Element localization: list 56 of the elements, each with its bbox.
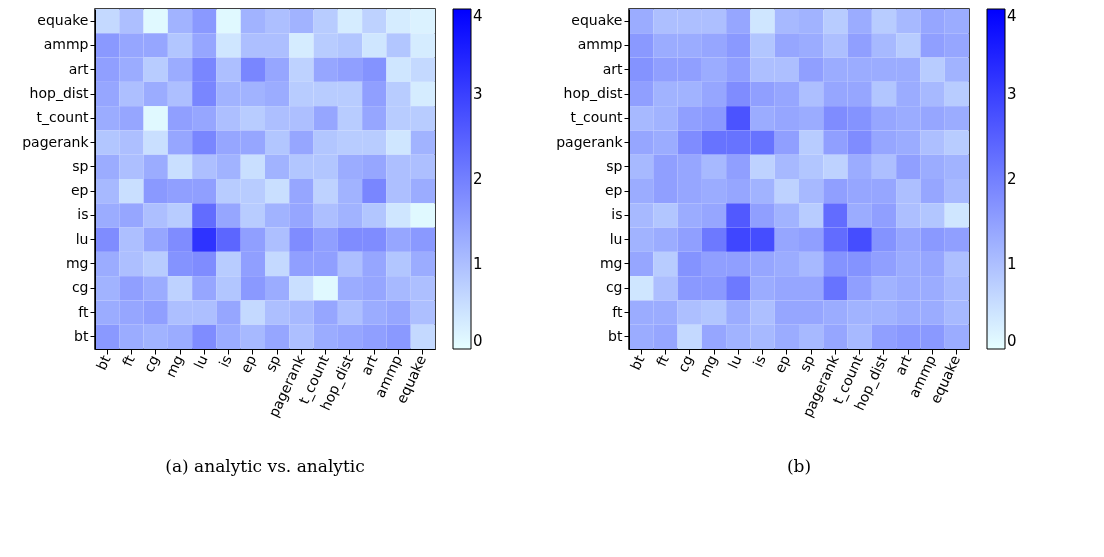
color-bar-label: 0 xyxy=(473,332,483,350)
x-tick-label: ft xyxy=(652,352,672,369)
x-tick-label: cg xyxy=(674,352,697,375)
y-tick-label: hop_dist xyxy=(563,85,623,101)
y-tick-label: pagerank xyxy=(22,133,90,150)
y-tick-label: art xyxy=(602,60,624,77)
y-tick-label: ft xyxy=(78,303,90,320)
color-bar-label: 3 xyxy=(473,85,483,103)
y-tick-label: t_count xyxy=(570,109,623,126)
x-tick-label: ft xyxy=(118,352,138,369)
x-tick-label: lu xyxy=(724,352,745,372)
y-tick-label: mg xyxy=(65,255,89,271)
color-bar-label: 2 xyxy=(473,170,483,188)
y-tick-label: is xyxy=(77,206,89,223)
x-tick-label: ep xyxy=(237,352,260,376)
x-tick-label: art xyxy=(357,352,381,378)
color-bar-label: 4 xyxy=(1007,7,1017,25)
y-tick-label: art xyxy=(68,60,90,77)
y-tick-label: sp xyxy=(606,157,623,174)
y-tick-label: cg xyxy=(605,279,623,296)
y-tick-label: ammp xyxy=(43,36,89,53)
x-tick-label: art xyxy=(891,352,915,378)
color-bar-label: 3 xyxy=(1007,85,1017,103)
y-tick-label: pagerank xyxy=(556,133,624,150)
y-tick-label: ft xyxy=(612,303,624,320)
text: (a) analytic vs. analytic xyxy=(165,456,365,477)
y-tick-label: bt xyxy=(74,327,89,344)
y-tick-label: cg xyxy=(71,279,89,296)
x-tick-label: mg xyxy=(696,352,721,380)
y-tick-label: equake xyxy=(37,12,89,29)
y-tick-label: t_count xyxy=(36,109,89,126)
x-tick-label: is xyxy=(215,352,235,370)
x-tick-label: bt xyxy=(92,352,114,373)
color-bar-label: 1 xyxy=(473,255,483,273)
x-tick-label: bt xyxy=(626,352,648,373)
color-bar-label: 2 xyxy=(1007,170,1017,188)
y-tick-label: mg xyxy=(599,255,623,271)
x-tick-label: cg xyxy=(140,352,163,375)
y-tick-label: lu xyxy=(75,230,89,247)
text: (b) xyxy=(786,456,812,477)
y-tick-label: equake xyxy=(571,12,623,29)
y-tick-label: is xyxy=(611,206,623,223)
color-bar-label: 1 xyxy=(1007,255,1017,273)
y-tick-label: bt xyxy=(608,327,623,344)
x-tick-label: ep xyxy=(771,352,794,376)
x-tick-label: lu xyxy=(190,352,211,372)
y-tick-label: ep xyxy=(605,182,623,199)
x-tick-label: is xyxy=(749,352,769,370)
y-tick-label: hop_dist xyxy=(29,85,89,101)
color-bar-label: 4 xyxy=(473,7,483,25)
y-tick-label: ammp xyxy=(577,36,623,53)
color-bar-label: 0 xyxy=(1007,332,1017,350)
y-tick-label: lu xyxy=(609,230,623,247)
y-tick-label: ep xyxy=(71,182,89,199)
y-tick-label: sp xyxy=(72,157,89,174)
x-tick-label: mg xyxy=(162,352,187,380)
